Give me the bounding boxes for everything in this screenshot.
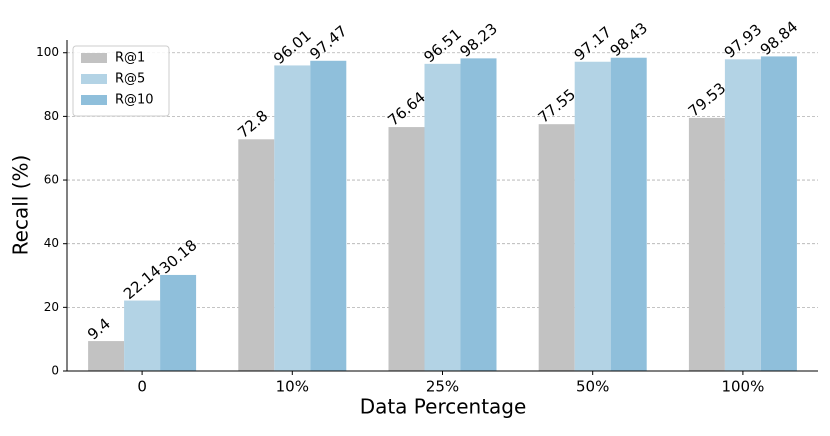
bar xyxy=(424,63,461,371)
value-label: 97.47 xyxy=(306,22,350,63)
value-label: 97.93 xyxy=(721,20,765,61)
legend-swatch xyxy=(81,95,107,105)
value-label: 22.14 xyxy=(120,262,164,303)
bar xyxy=(88,341,125,371)
y-tick-label: 100 xyxy=(36,45,59,59)
legend-swatch xyxy=(81,53,107,63)
bar xyxy=(538,124,575,371)
legend-label: R@10 xyxy=(115,93,154,108)
bar xyxy=(760,56,797,371)
value-label: 9.4 xyxy=(84,314,114,343)
bar xyxy=(460,58,497,371)
x-tick-label: 25% xyxy=(426,378,459,396)
legend-swatch xyxy=(81,74,107,84)
bar xyxy=(574,61,611,371)
bar xyxy=(124,300,161,371)
value-label: 30.18 xyxy=(156,236,200,277)
bar xyxy=(724,59,761,372)
y-tick-label: 0 xyxy=(51,364,59,378)
x-tick-label: 50% xyxy=(576,378,609,396)
y-axis-label: Recall (%) xyxy=(9,155,33,256)
value-label: 76.64 xyxy=(384,88,428,129)
x-tick-label: 10% xyxy=(276,378,309,396)
x-axis-label: Data Percentage xyxy=(360,395,527,419)
y-tick-label: 20 xyxy=(44,300,59,314)
x-tick-label: 0 xyxy=(137,378,147,396)
x-tick-label: 100% xyxy=(721,378,764,396)
bar xyxy=(310,60,347,371)
bar xyxy=(688,117,725,371)
bar xyxy=(610,57,647,371)
value-label: 79.53 xyxy=(685,79,729,120)
bar xyxy=(388,127,425,371)
y-tick-label: 60 xyxy=(44,173,59,187)
y-tick-label: 80 xyxy=(44,109,59,123)
legend-label: R@1 xyxy=(115,51,145,66)
y-tick-label: 40 xyxy=(44,236,59,250)
bar xyxy=(160,274,197,371)
legend-label: R@5 xyxy=(115,72,145,87)
value-label: 97.17 xyxy=(571,23,615,64)
bar xyxy=(238,139,275,371)
value-label: 77.55 xyxy=(535,85,579,126)
bar xyxy=(274,65,311,371)
value-label: 72.8 xyxy=(234,107,271,142)
value-label: 98.43 xyxy=(607,19,651,60)
